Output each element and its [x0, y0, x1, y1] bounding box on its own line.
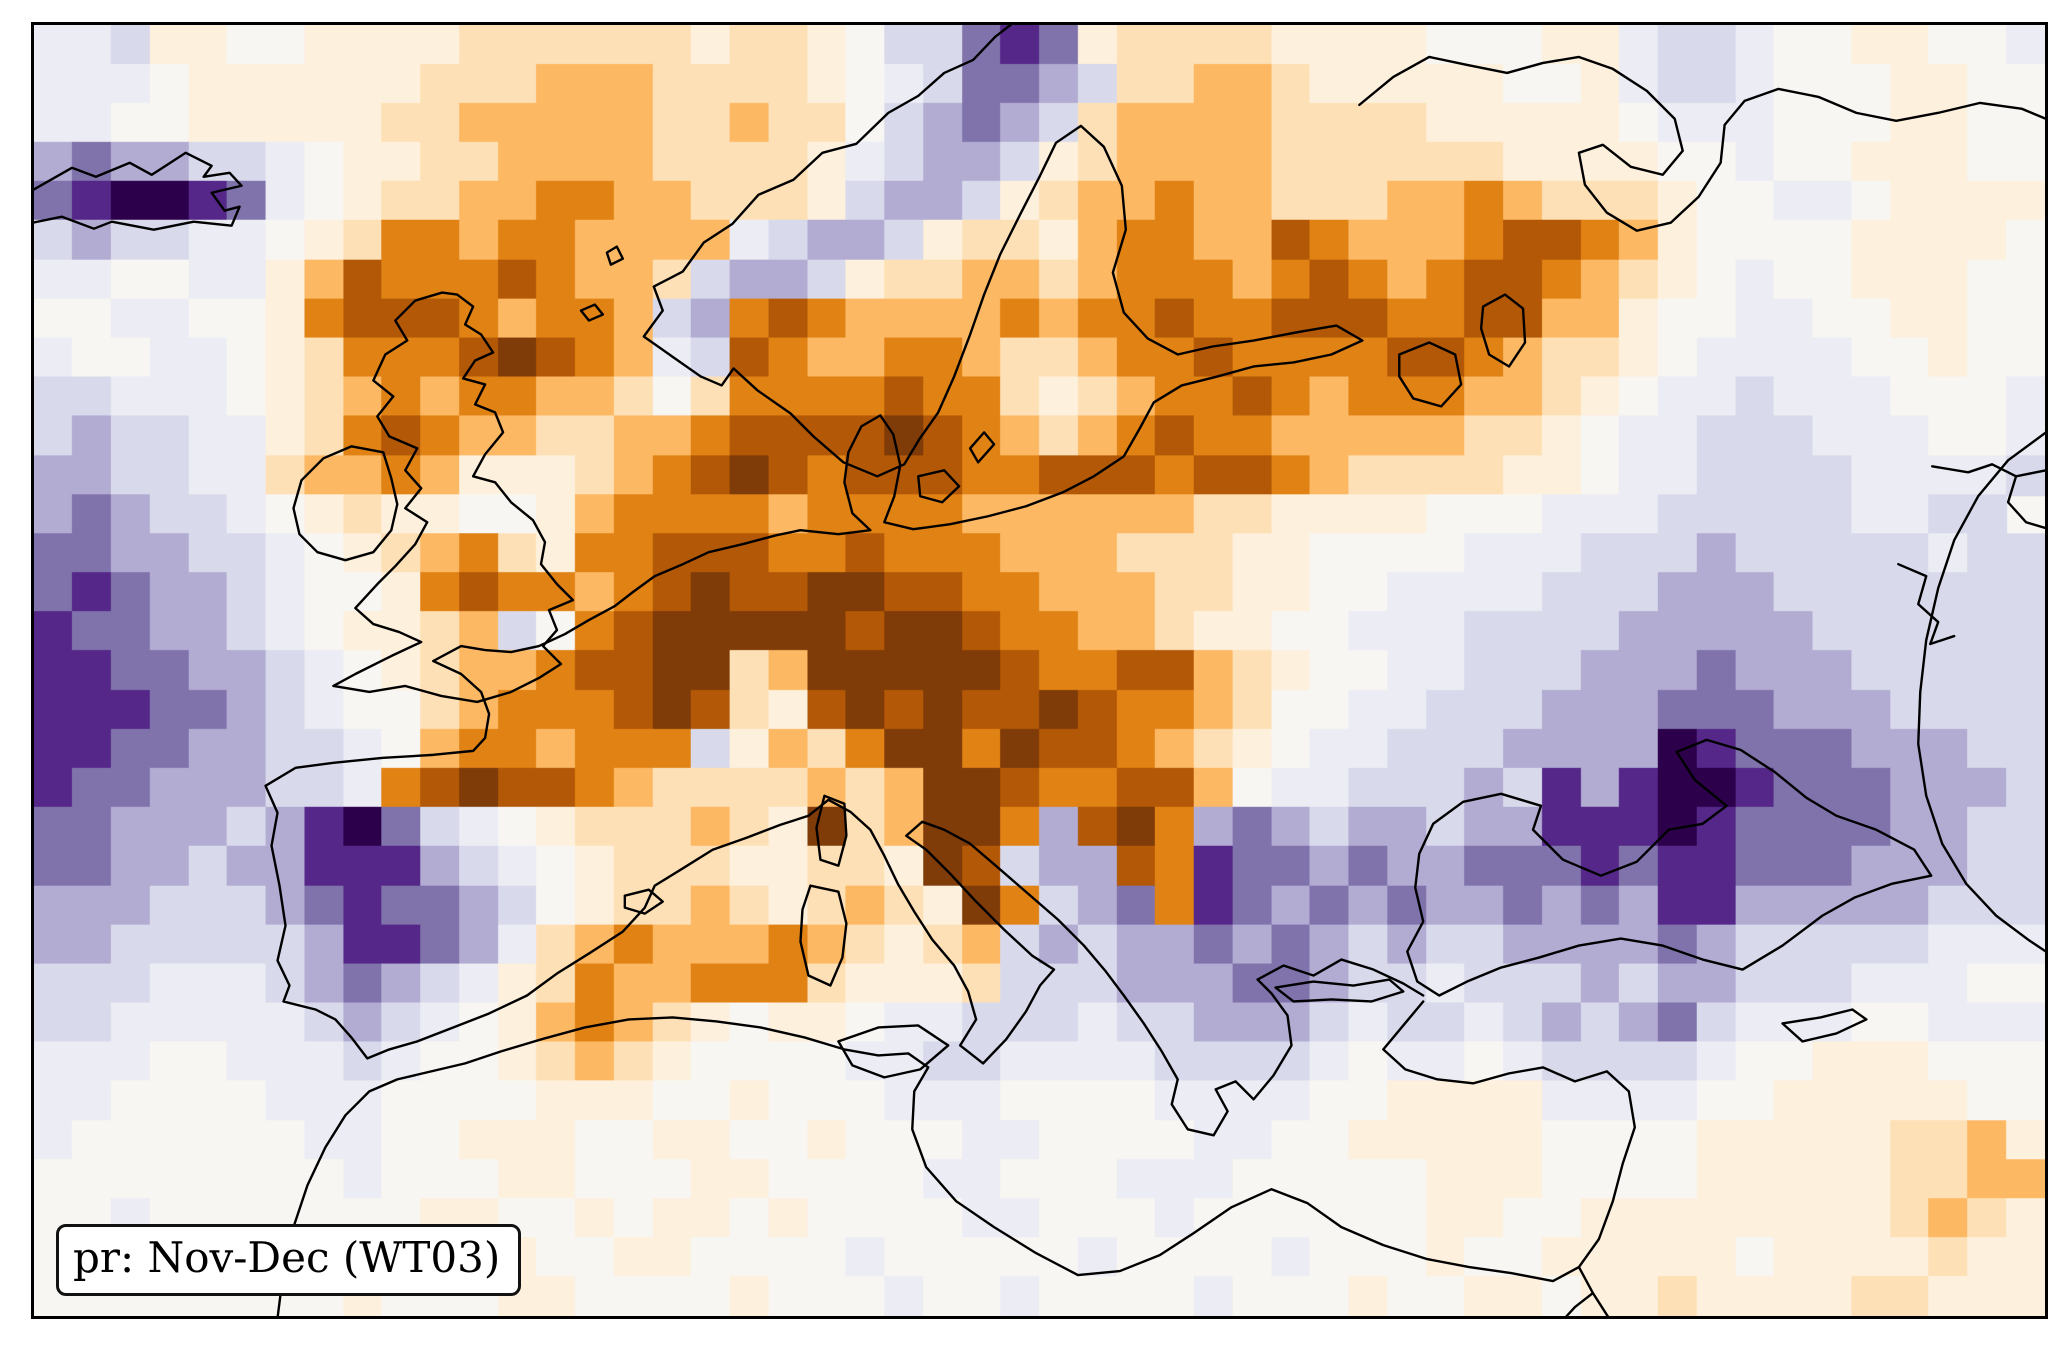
- coastline-path: [799, 884, 848, 987]
- coastline-path: [1565, 1265, 1610, 1316]
- coastline-path: [642, 25, 1013, 378]
- coastlines-overlay: [34, 25, 2045, 1316]
- map-figure: pr: Nov-Dec (WT03): [31, 22, 2048, 1319]
- coastline-path: [276, 1000, 1637, 1316]
- coastline-path: [1274, 978, 1405, 1003]
- coastline-path: [623, 888, 664, 915]
- coastline-path: [292, 445, 399, 562]
- coastline-path: [34, 151, 243, 231]
- map-annotation-label: pr: Nov-Dec (WT03): [56, 1223, 522, 1296]
- coastline-path: [1897, 562, 1956, 646]
- coastline-path: [1917, 431, 2045, 953]
- precip-grid-canvas: [34, 25, 2045, 1316]
- coastline-path: [264, 124, 1425, 1137]
- coastline-path: [1358, 55, 2045, 232]
- coastline-path: [1479, 293, 1527, 368]
- coastline-path: [579, 303, 605, 322]
- coastline-path: [815, 794, 848, 867]
- coastline-path: [332, 291, 575, 704]
- coastline-path: [605, 245, 625, 266]
- coastline-path: [1931, 463, 2045, 530]
- coastline-path: [837, 1024, 950, 1079]
- coastline-path: [1406, 738, 1933, 997]
- coastline-path: [1398, 341, 1463, 408]
- coastline-path: [968, 431, 996, 464]
- coastline-path: [917, 469, 961, 504]
- coastline-path: [1781, 1008, 1868, 1043]
